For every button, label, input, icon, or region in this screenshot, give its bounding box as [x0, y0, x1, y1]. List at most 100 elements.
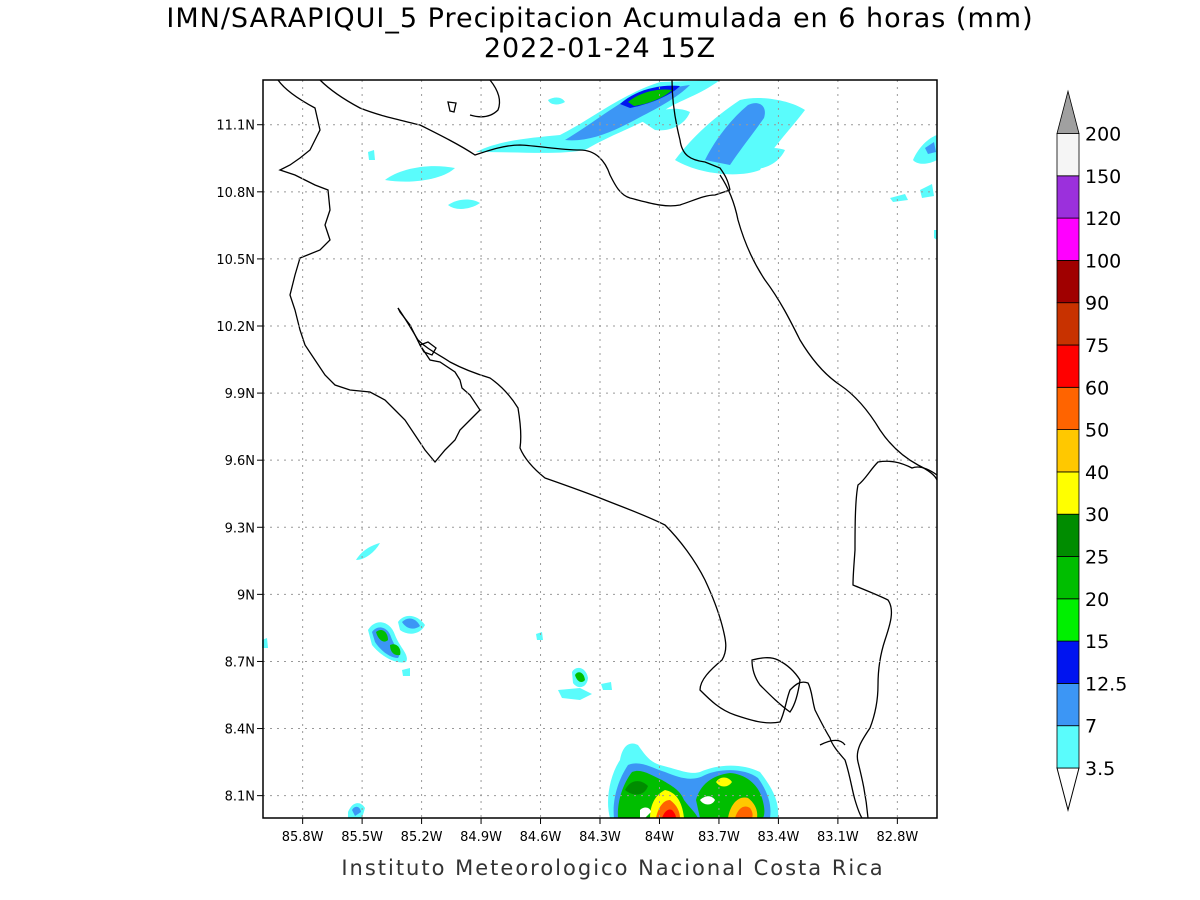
colorbar-segment [1056, 259, 1080, 304]
precip-area-small [890, 194, 908, 202]
colorbar-segment [1056, 556, 1080, 600]
precip-area-small [575, 672, 585, 683]
longitude-axis: 85.8W 85.5W 85.2W 84.9W 84.6W 84.3W 84W 83.7W 83… [282, 818, 918, 845]
coastline [277, 79, 481, 464]
coastline [447, 101, 457, 113]
precip-area-small [368, 150, 375, 160]
precipitation-fields [262, 80, 937, 818]
lon-tick-label: 84W [645, 830, 675, 845]
lon-tick-label: 85.5W [341, 830, 383, 845]
precip-area-north-band [745, 148, 785, 170]
country-border [852, 460, 938, 819]
colorbar-segment [1056, 725, 1080, 769]
precip-area-small [402, 668, 410, 676]
colorbar-segment [1056, 683, 1080, 727]
lat-tick-label: 8.4N [225, 723, 255, 738]
colorbar-label: 30 [1085, 504, 1109, 526]
lat-tick-label: 9.9N [225, 387, 255, 402]
colorbar-bottom-arrow [1056, 767, 1080, 812]
map-title: IMN/SARAPIQUI_5 Precipitacion Acumulada … [166, 3, 1034, 34]
colorbar-legend: 3.5 7 12.5 15 20 25 30 40 50 60 75 90 100 120 150 200 [1056, 89, 1127, 812]
colorbar-label: 150 [1085, 166, 1121, 188]
colorbar-label: 40 [1085, 462, 1109, 484]
lon-tick-label: 84.6W [520, 830, 562, 845]
grid-lines [263, 80, 937, 818]
precip-area-small [376, 629, 388, 642]
precip-area-small [601, 682, 612, 690]
precip-area-south [700, 796, 715, 805]
precip-area-north-band [705, 103, 765, 165]
lat-tick-label: 11.1N [216, 119, 255, 134]
precip-area-north-band [628, 89, 672, 106]
precip-area-small [390, 644, 401, 656]
lat-tick-label: 9N [237, 588, 255, 603]
precip-area-south [625, 781, 648, 795]
coastline [819, 739, 846, 746]
colorbar-label: 15 [1085, 631, 1109, 653]
colorbar-label: 25 [1085, 547, 1109, 569]
lon-tick-label: 84.3W [579, 830, 621, 845]
colorbar-segment [1056, 217, 1080, 261]
colorbar-label: 200 [1085, 124, 1121, 146]
colorbar-segment [1056, 429, 1080, 473]
precip-area-small [925, 142, 936, 154]
coastlines [277, 79, 938, 819]
colorbar-segment [1056, 344, 1080, 388]
colorbar-segment [1056, 598, 1080, 642]
map-subtitle: 2022-01-24 15Z [483, 33, 717, 64]
precip-area-small [356, 543, 380, 560]
colorbar-label: 3.5 [1085, 758, 1115, 780]
lon-tick-label: 82.8W [876, 830, 918, 845]
lat-tick-label: 8.1N [225, 790, 255, 805]
colorbar-segment [1056, 133, 1080, 177]
latitude-axis: 8.1N 8.4N 8.7N 9N 9.3N 9.6N 9.9N 10.2N 10.5N 10.8… [216, 119, 263, 805]
colorbar-label: 60 [1085, 377, 1109, 399]
precip-area-south [662, 809, 676, 818]
lon-tick-label: 83.4W [758, 830, 800, 845]
precip-area-small [558, 688, 592, 700]
coastline [319, 79, 731, 207]
lat-tick-label: 9.3N [225, 521, 255, 536]
colorbar-segment [1056, 471, 1080, 515]
credit-footer: Instituto Meteorologico Nacional Costa R… [341, 856, 885, 880]
colorbar-label: 75 [1085, 335, 1109, 357]
colorbar-label: 7 [1085, 716, 1097, 738]
colorbar-label: 20 [1085, 589, 1109, 611]
map-frame [262, 79, 938, 819]
colorbar-segment [1056, 386, 1080, 430]
precip-area-small [385, 166, 455, 182]
precip-area-small [448, 199, 480, 209]
coastline [719, 174, 938, 481]
lat-tick-label: 10.5N [216, 253, 255, 268]
precip-area-south [716, 777, 732, 787]
precip-area-south [735, 806, 753, 818]
lat-tick-label: 10.2N [216, 320, 255, 335]
precip-area-small [913, 135, 937, 164]
lon-tick-label: 83.7W [698, 830, 740, 845]
lat-tick-label: 8.7N [225, 655, 255, 670]
colorbar-label: 120 [1085, 208, 1121, 230]
lon-tick-label: 83.1W [817, 830, 859, 845]
colorbar-segment [1056, 302, 1080, 346]
country-border [671, 79, 731, 191]
coastline [469, 79, 501, 118]
precip-area-small [352, 806, 361, 816]
colorbar-segment [1056, 640, 1080, 684]
lon-tick-label: 85.8W [282, 830, 324, 845]
colorbar-label: 100 [1085, 250, 1121, 272]
colorbar-segment [1056, 513, 1080, 557]
colorbar-top-arrow [1056, 89, 1080, 134]
colorbar-segment [1056, 175, 1080, 219]
precip-area-south [640, 807, 651, 818]
colorbar-label: 90 [1085, 293, 1109, 315]
lon-tick-label: 84.9W [460, 830, 502, 845]
lat-tick-label: 9.6N [225, 454, 255, 469]
precip-area-small [536, 632, 543, 640]
colorbar-label: 12.5 [1085, 673, 1127, 695]
colorbar-label: 50 [1085, 420, 1109, 442]
precip-area-north-band [548, 97, 565, 105]
coastline [751, 657, 801, 713]
lat-tick-label: 10.8N [216, 186, 255, 201]
lon-tick-label: 85.2W [401, 830, 443, 845]
